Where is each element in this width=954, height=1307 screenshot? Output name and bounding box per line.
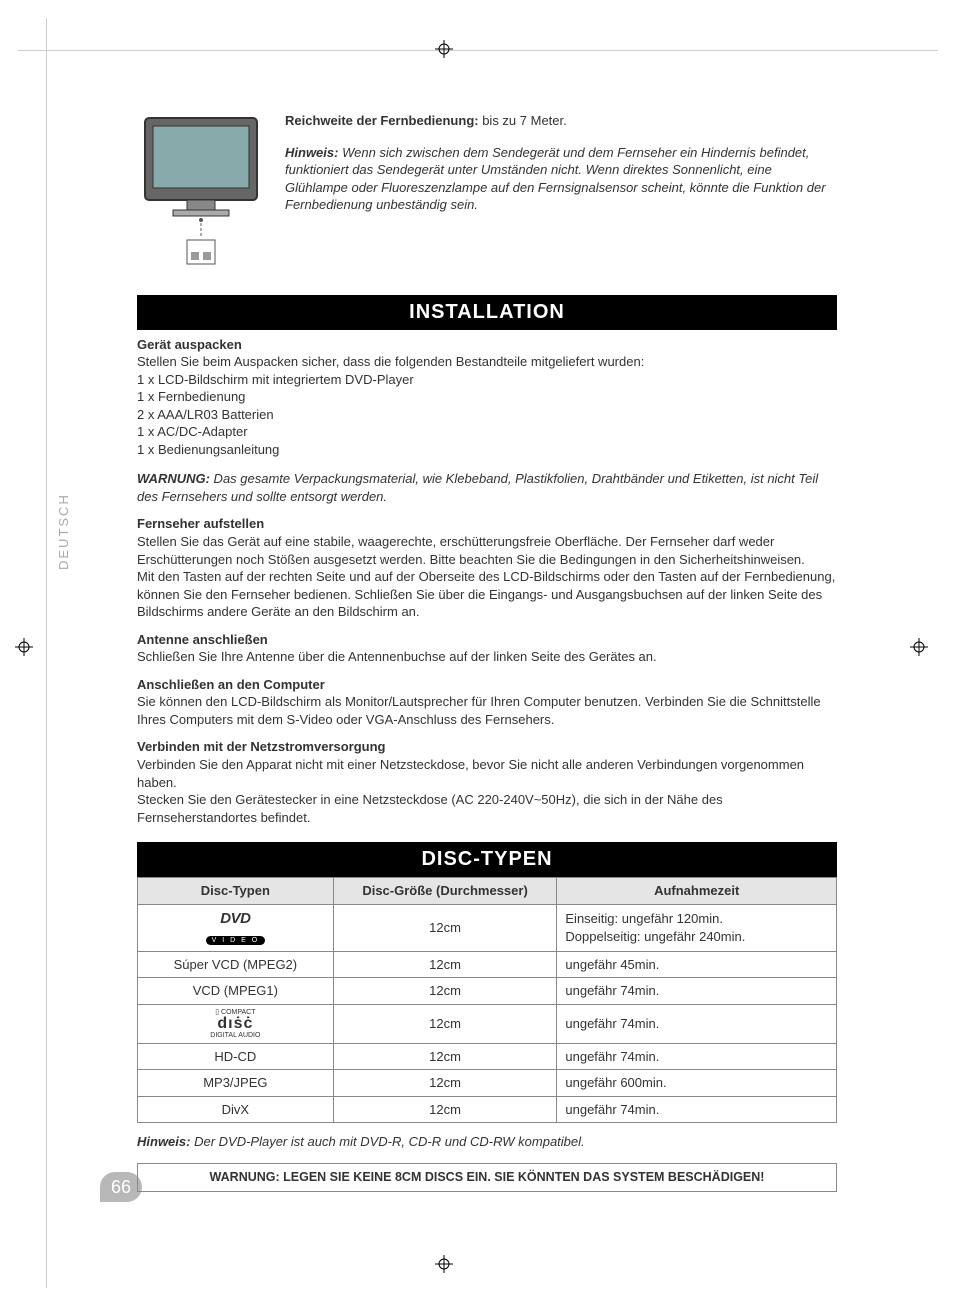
table-row: VCD (MPEG1)12cmungefähr 74min. (138, 978, 837, 1005)
cell-size: 12cm (333, 904, 557, 951)
installation-heading: INSTALLATION (137, 295, 837, 330)
compact-disc-logo-icon: ▯ COMPACTdıṡċDIGITAL AUDIO (146, 1009, 325, 1039)
cell-time: ungefähr 74min. (557, 1096, 837, 1123)
page-number: 66 (100, 1172, 142, 1202)
setup-heading: Fernseher aufstellen (137, 515, 837, 533)
remote-note: Hinweis: Wenn sich zwischen dem Sendeger… (285, 144, 837, 214)
unpack-item-1: 1 x Fernbedienung (137, 388, 837, 406)
cell-time: Einseitig: ungefähr 120min.Doppelseitig:… (557, 904, 837, 951)
cell-size: 12cm (333, 1070, 557, 1097)
crop-hline (18, 50, 938, 51)
registration-mark-right (910, 638, 928, 656)
power-heading: Verbinden mit der Netzstromversorgung (137, 738, 837, 756)
cell-time: ungefähr 45min. (557, 951, 837, 978)
table-row: DivX12cmungefähr 74min. (138, 1096, 837, 1123)
setup-body-2: Mit den Tasten auf der rechten Seite und… (137, 568, 837, 621)
setup-body-1: Stellen Sie das Gerät auf eine stabile, … (137, 533, 837, 568)
unpack-item-4: 1 x Bedienungsanleitung (137, 441, 837, 459)
disc-footnote: Hinweis: Der DVD-Player ist auch mit DVD… (137, 1133, 837, 1151)
tv-illustration (137, 112, 267, 277)
col-header-type: Disc-Typen (138, 878, 334, 905)
disc-warning-box: WARNUNG: LEGEN SIE KEINE 8CM DISCS EIN. … (137, 1163, 837, 1192)
cell-time: ungefähr 600min. (557, 1070, 837, 1097)
cell-time: ungefähr 74min. (557, 978, 837, 1005)
unpack-item-2: 2 x AAA/LR03 Batterien (137, 406, 837, 424)
unpack-heading: Gerät auspacken (137, 336, 837, 354)
antenna-body: Schließen Sie Ihre Antenne über die Ante… (137, 648, 837, 666)
table-row: DVDV I D E O12cmEinseitig: ungefähr 120m… (138, 904, 837, 951)
cell-type: Súper VCD (MPEG2) (138, 951, 334, 978)
page-content: Reichweite der Fernbedienung: bis zu 7 M… (137, 112, 837, 1192)
table-row: ▯ COMPACTdıṡċDIGITAL AUDIO 12cmungefähr 7… (138, 1004, 837, 1043)
cell-type: ▯ COMPACTdıṡċDIGITAL AUDIO (138, 1004, 334, 1043)
cell-type: MP3/JPEG (138, 1070, 334, 1097)
cell-size: 12cm (333, 1096, 557, 1123)
power-body-2: Stecken Sie den Gerätestecker in eine Ne… (137, 791, 837, 826)
power-body-1: Verbinden Sie den Apparat nicht mit eine… (137, 756, 837, 791)
packaging-warning: WARNUNG: Das gesamte Verpackungsmaterial… (137, 470, 837, 505)
registration-mark-left (15, 638, 33, 656)
dvd-logo-icon: DVD (146, 909, 325, 929)
language-side-label: DEUTSCH (55, 493, 73, 570)
col-header-time: Aufnahmezeit (557, 878, 837, 905)
cell-size: 12cm (333, 1043, 557, 1070)
unpack-intro: Stellen Sie beim Auspacken sicher, dass … (137, 353, 837, 371)
computer-body: Sie können den LCD-Bildschirm als Monito… (137, 693, 837, 728)
cell-size: 12cm (333, 1004, 557, 1043)
table-row: MP3/JPEG12cmungefähr 600min. (138, 1070, 837, 1097)
registration-mark-bottom (435, 1255, 453, 1273)
cell-type: DVDV I D E O (138, 904, 334, 951)
table-row: Súper VCD (MPEG2)12cmungefähr 45min. (138, 951, 837, 978)
registration-mark-top (435, 40, 453, 58)
table-row: HD-CD12cmungefähr 74min. (138, 1043, 837, 1070)
cell-type: DivX (138, 1096, 334, 1123)
table-header-row: Disc-Typen Disc-Größe (Durchmesser) Aufn… (138, 878, 837, 905)
cell-time: ungefähr 74min. (557, 1043, 837, 1070)
col-header-size: Disc-Größe (Durchmesser) (333, 878, 557, 905)
cell-type: HD-CD (138, 1043, 334, 1070)
unpack-item-0: 1 x LCD-Bildschirm mit integriertem DVD-… (137, 371, 837, 389)
unpack-item-3: 1 x AC/DC-Adapter (137, 423, 837, 441)
disc-types-table: Disc-Typen Disc-Größe (Durchmesser) Aufn… (137, 877, 837, 1123)
cell-type: VCD (MPEG1) (138, 978, 334, 1005)
crop-vline (46, 18, 47, 1288)
cell-size: 12cm (333, 951, 557, 978)
antenna-heading: Antenne anschließen (137, 631, 837, 649)
remote-range-line: Reichweite der Fernbedienung: bis zu 7 M… (285, 112, 837, 130)
disc-types-heading: DISC-TYPEN (137, 842, 837, 877)
cell-size: 12cm (333, 978, 557, 1005)
computer-heading: Anschließen an den Computer (137, 676, 837, 694)
cell-time: ungefähr 74min. (557, 1004, 837, 1043)
